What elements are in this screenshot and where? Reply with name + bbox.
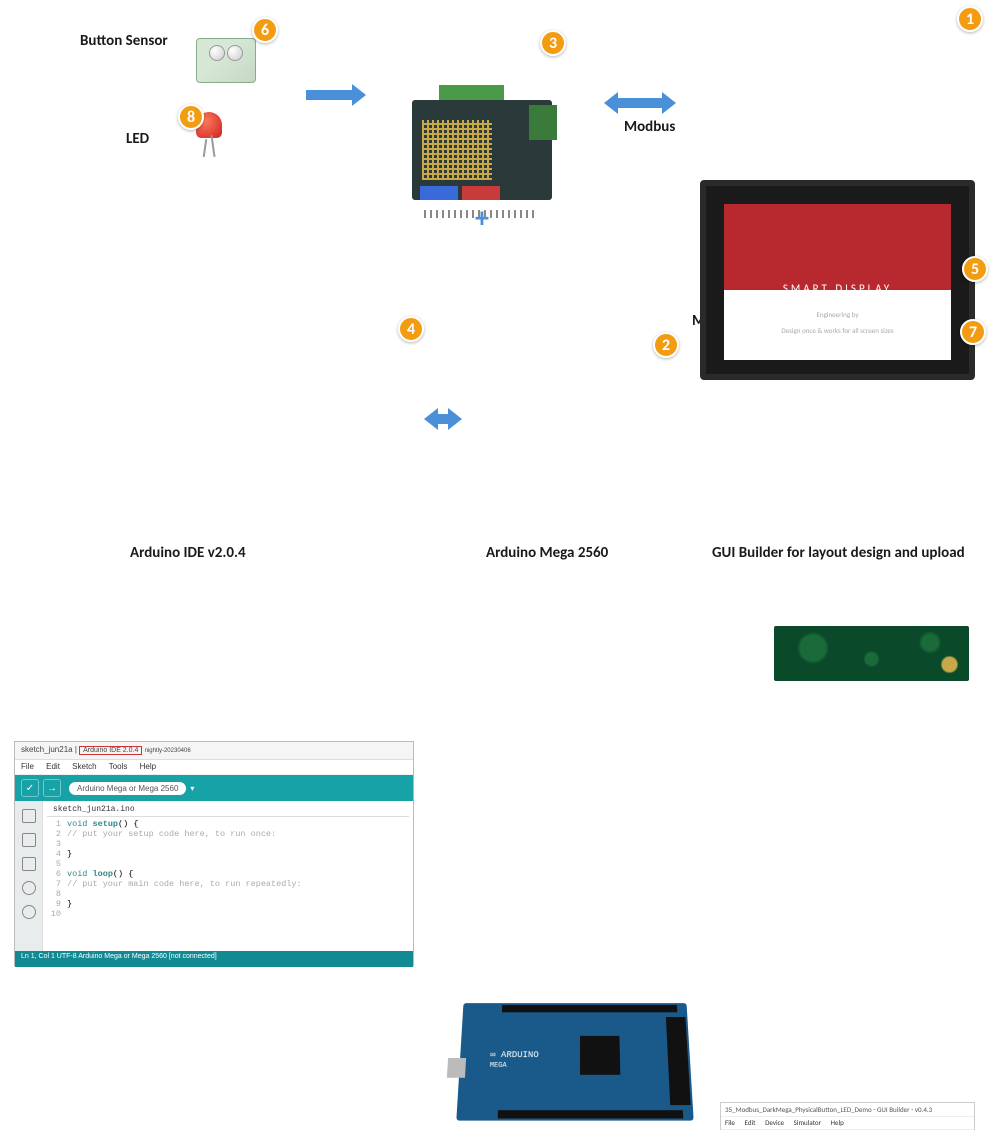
- mega-pins-top: [502, 1005, 677, 1012]
- ide-code-area[interactable]: 1void setup() {2 // put your setup code …: [47, 817, 409, 921]
- ide-tab[interactable]: sketch_jun21a.ino: [47, 803, 409, 817]
- label-gui: GUI Builder for layout design and upload: [712, 544, 965, 562]
- badge-1: 1: [957, 6, 983, 32]
- shield-header-blue: [420, 186, 458, 200]
- mega-pins-bottom: [498, 1110, 684, 1118]
- ide-code-line: 1void setup() {: [49, 819, 407, 829]
- ide-status-bar: Ln 1, Col 1 UTF-8 Arduino Mega or Mega 2…: [15, 951, 413, 967]
- shield-terminal: [529, 105, 557, 140]
- gb-menu-file[interactable]: File: [725, 1118, 735, 1127]
- ide-verify-button[interactable]: ✓: [21, 779, 39, 797]
- shield-proto-grid: [422, 120, 492, 180]
- ide-title-bar: sketch_jun21a | Arduino IDE 2.0.4 nightl…: [15, 742, 413, 760]
- badge-8: 8: [178, 104, 204, 130]
- label-led: LED: [126, 130, 149, 148]
- ide-code-line: 10: [49, 909, 407, 919]
- label-ide: Arduino IDE v2.0.4: [130, 544, 246, 562]
- ide-code-line: 9}: [49, 899, 407, 909]
- ide-menu-tools[interactable]: Tools: [109, 762, 128, 771]
- badge-3: 3: [540, 30, 566, 56]
- ide-search-icon[interactable]: [22, 905, 36, 919]
- ide-menu-bar[interactable]: File Edit Sketch Tools Help: [15, 760, 413, 775]
- label-button-sensor: Button Sensor: [80, 32, 168, 50]
- led-leg-left: [203, 139, 207, 157]
- gb-menu-help[interactable]: Help: [831, 1118, 844, 1127]
- component-arduino-ide: sketch_jun21a | Arduino IDE 2.0.4 nightl…: [14, 741, 414, 966]
- label-mega: Arduino Mega 2560: [486, 544, 608, 562]
- ide-code-line: 6void loop() {: [49, 869, 407, 879]
- mega-pins-right: [666, 1017, 691, 1105]
- display-subtitle: Engineering by: [724, 310, 951, 319]
- arrow-ide-to-mega: [436, 414, 450, 424]
- gb-title-bar: 35_Modbus_DarkMega_PhysicalButton_LED_De…: [721, 1103, 974, 1117]
- ide-upload-button[interactable]: →: [43, 779, 61, 797]
- arrow-sensor-to-shield: [306, 90, 354, 100]
- shield-header-red: [462, 186, 500, 200]
- badge-6: 6: [252, 17, 278, 43]
- badge-4: 4: [398, 316, 424, 342]
- ide-board-selector[interactable]: Arduino Mega or Mega 2560: [69, 782, 186, 795]
- shield-pins: [424, 210, 534, 218]
- ide-code-line: 8: [49, 889, 407, 899]
- chevron-down-icon[interactable]: ▾: [190, 784, 194, 793]
- display-tagline: Design once & works for all screen sizes: [724, 326, 951, 335]
- component-dongle: [774, 626, 969, 681]
- ide-menu-edit[interactable]: Edit: [46, 762, 60, 771]
- mega-mcu-chip: [580, 1036, 620, 1075]
- ide-build: nightly-20230406: [145, 748, 191, 754]
- mega-logo-text: ∞ ARDUINO MEGA: [490, 1050, 539, 1070]
- display-red-panel: SMART DISPLAY: [724, 204, 951, 294]
- badge-2: 2: [653, 332, 679, 358]
- gb-menu-device[interactable]: Device: [765, 1118, 784, 1127]
- ide-boards-icon[interactable]: [22, 833, 36, 847]
- gb-toolbar: [721, 1129, 974, 1130]
- ide-code-line: 7 // put your main code here, to run rep…: [49, 879, 407, 889]
- ide-toolbar: ✓ → Arduino Mega or Mega 2560 ▾: [15, 775, 413, 801]
- ide-code-line: 5: [49, 859, 407, 869]
- gb-menu-bar[interactable]: File Edit Device Simulator Help: [721, 1117, 974, 1129]
- ide-code-line: 4}: [49, 849, 407, 859]
- arrow-shield-to-display: [616, 98, 664, 108]
- ide-folder-icon[interactable]: [22, 809, 36, 823]
- ide-library-icon[interactable]: [22, 857, 36, 871]
- component-gui-builder: 35_Modbus_DarkMega_PhysicalButton_LED_De…: [720, 1102, 975, 1130]
- ide-title-prefix: sketch_jun21a: [21, 745, 73, 754]
- ide-debug-icon[interactable]: [22, 881, 36, 895]
- ide-body: sketch_jun21a.ino 1void setup() {2 // pu…: [15, 801, 413, 951]
- badge-7: 7: [960, 319, 986, 345]
- ide-code-line: 2 // put your setup code here, to run on…: [49, 829, 407, 839]
- gb-menu-edit[interactable]: Edit: [745, 1118, 756, 1127]
- ide-editor[interactable]: sketch_jun21a.ino 1void setup() {2 // pu…: [43, 801, 413, 951]
- gb-menu-simulator[interactable]: Simulator: [794, 1118, 821, 1127]
- ide-menu-file[interactable]: File: [21, 762, 34, 771]
- ide-code-line: 3: [49, 839, 407, 849]
- badge-5: 5: [962, 256, 988, 282]
- component-button-sensor: [196, 38, 256, 83]
- ide-menu-sketch[interactable]: Sketch: [72, 762, 96, 771]
- label-modbus: Modbus: [624, 118, 675, 136]
- ide-menu-help[interactable]: Help: [140, 762, 156, 771]
- component-shield: [404, 85, 559, 210]
- component-arduino-mega: ∞ ARDUINO MEGA: [456, 1003, 693, 1120]
- ide-version-highlight: Arduino IDE 2.0.4: [79, 746, 142, 755]
- led-leg-right: [210, 135, 215, 157]
- ide-sidebar: [15, 801, 43, 951]
- component-smart-display: SMART DISPLAY Engineering by Design once…: [700, 180, 975, 380]
- mega-usb-port: [447, 1058, 466, 1078]
- display-white-panel: Engineering by Design once & works for a…: [724, 290, 951, 360]
